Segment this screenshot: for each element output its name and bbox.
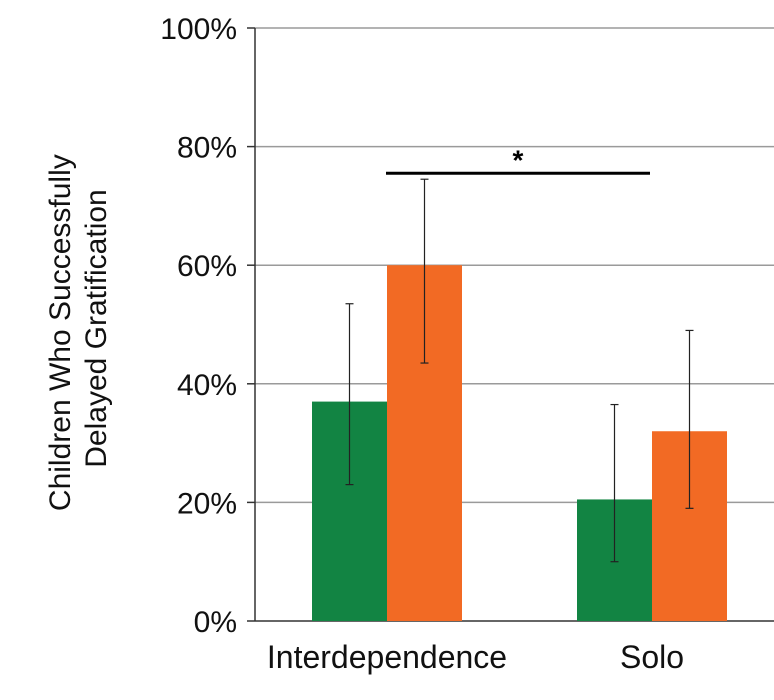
x-category-labels: Interdependence Solo xyxy=(267,639,684,675)
y-tick-label: 100% xyxy=(160,13,237,46)
y-tick-label: 40% xyxy=(177,369,237,402)
y-tick-labels: 0% 20% 40% 60% 80% 100% xyxy=(160,13,237,639)
x-category-label: Interdependence xyxy=(267,639,507,675)
y-tick-label: 20% xyxy=(177,487,237,520)
significance-label: * xyxy=(513,144,524,175)
y-axis-title-line-2: Delayed Gratification xyxy=(80,189,113,467)
y-tick-label: 60% xyxy=(177,250,237,283)
significance-marker: * xyxy=(386,144,650,175)
y-tick-label: 80% xyxy=(177,132,237,165)
y-tick-label: 0% xyxy=(194,606,237,639)
y-axis-title: Children Who Successfully Delayed Gratif… xyxy=(44,146,113,511)
y-axis-title-line-1: Children Who Successfully xyxy=(44,154,77,511)
error-bars xyxy=(345,178,694,563)
x-category-label: Solo xyxy=(620,639,684,675)
bars xyxy=(312,265,727,621)
